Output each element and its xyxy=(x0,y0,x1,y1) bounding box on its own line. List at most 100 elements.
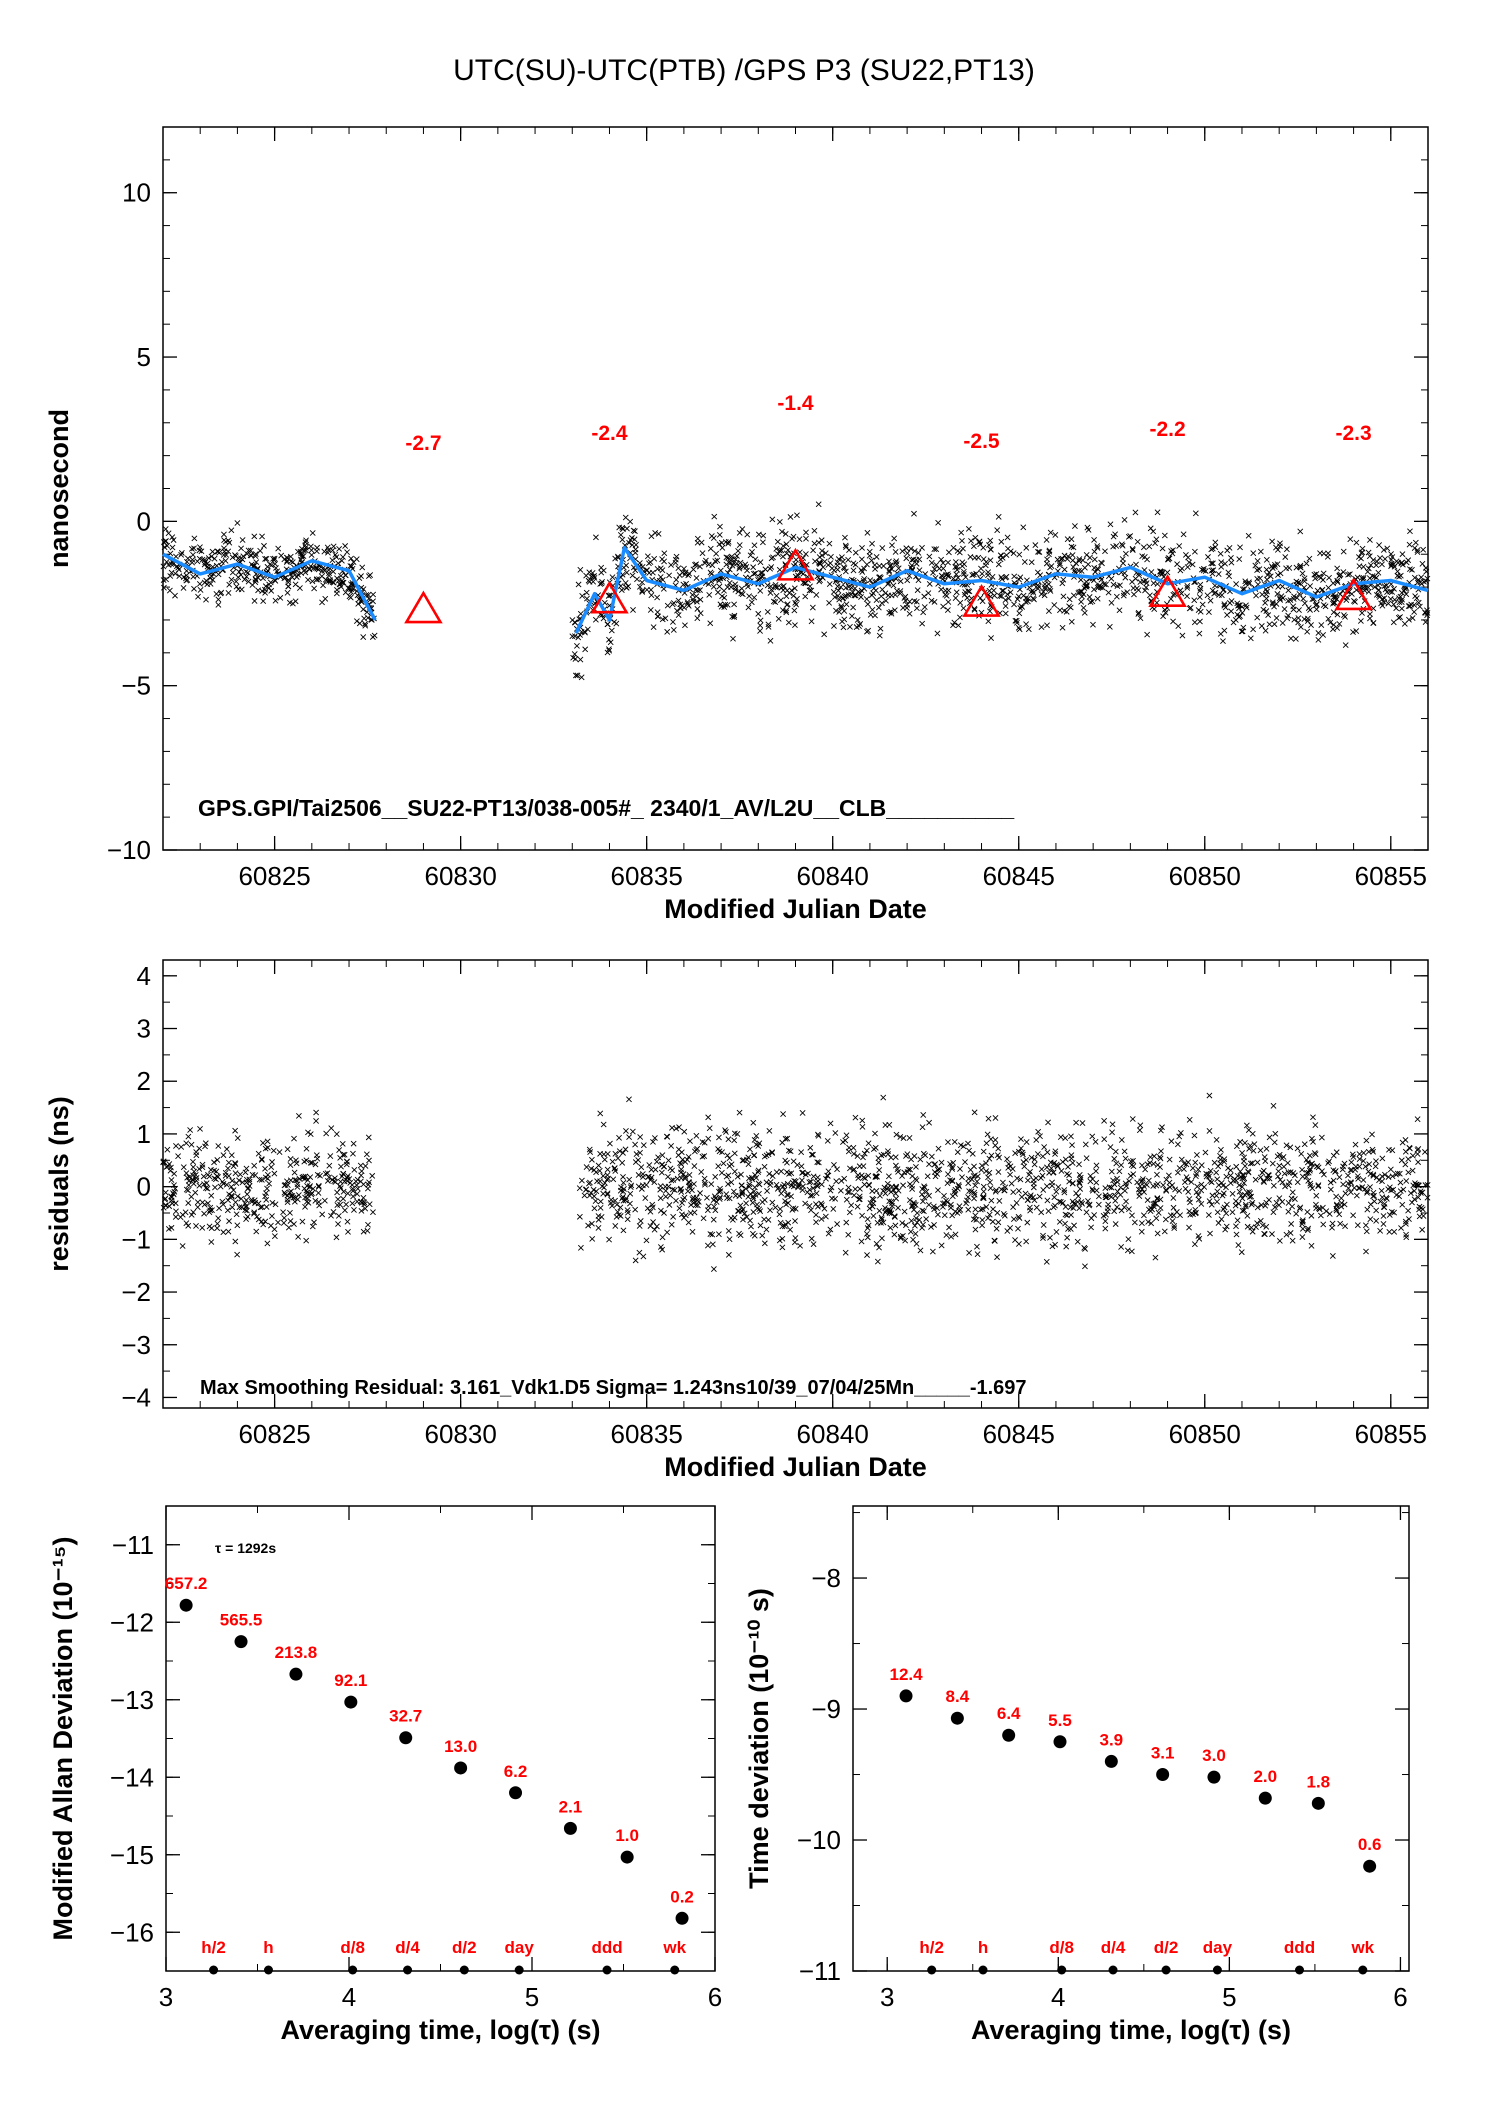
x-tick-label: 60825 xyxy=(238,1419,310,1449)
data-point xyxy=(787,514,794,520)
data-point xyxy=(826,599,833,606)
residual-point xyxy=(751,1188,757,1195)
residual-point xyxy=(193,1149,200,1155)
data-point xyxy=(835,556,842,563)
data-point xyxy=(675,597,682,604)
data-point xyxy=(895,565,902,572)
data-point xyxy=(262,583,269,590)
data-point xyxy=(1239,628,1246,635)
data-point xyxy=(847,623,853,630)
residual-point xyxy=(243,1165,250,1172)
data-point xyxy=(897,588,904,594)
data-point xyxy=(1353,628,1360,634)
residual-point xyxy=(1246,1194,1253,1200)
residual-point xyxy=(1231,1176,1238,1183)
residual-point xyxy=(1013,1200,1020,1206)
data-point xyxy=(1070,544,1077,551)
data-point xyxy=(681,565,687,572)
data-point xyxy=(765,621,772,628)
data-point xyxy=(736,542,743,548)
residual-point xyxy=(1234,1217,1241,1224)
residual-point xyxy=(1148,1220,1155,1227)
residual-point xyxy=(992,1142,999,1149)
data-point xyxy=(980,556,987,562)
residual-point xyxy=(925,1201,932,1208)
deviation-value-label: 8.4 xyxy=(946,1687,970,1706)
residual-point xyxy=(262,1218,269,1225)
data-point xyxy=(1383,582,1390,589)
data-point xyxy=(680,581,687,588)
data-point xyxy=(747,552,754,559)
residual-point xyxy=(214,1225,221,1232)
residual-point xyxy=(773,1169,780,1176)
data-point xyxy=(850,604,857,611)
residual-point xyxy=(589,1235,596,1242)
residual-point xyxy=(228,1183,235,1190)
residual-point xyxy=(912,1230,919,1237)
residual-point xyxy=(785,1147,792,1154)
residual-point xyxy=(1069,1160,1076,1166)
residual-point xyxy=(676,1124,682,1131)
data-point xyxy=(772,599,779,606)
residual-point xyxy=(1181,1166,1187,1173)
residual-point xyxy=(667,1192,674,1199)
residual-point xyxy=(340,1195,347,1202)
residual-point xyxy=(1065,1226,1071,1232)
data-point xyxy=(1279,583,1286,590)
data-point xyxy=(1023,621,1030,628)
tau-marker-label: d/8 xyxy=(340,1938,365,1957)
data-point xyxy=(1389,589,1396,595)
residual-point xyxy=(207,1166,214,1173)
data-point xyxy=(252,551,259,557)
data-point xyxy=(1059,580,1066,587)
residual-point xyxy=(931,1161,938,1168)
data-point xyxy=(1116,607,1123,614)
residual-point xyxy=(161,1159,168,1166)
data-point xyxy=(786,590,793,596)
residual-point xyxy=(712,1207,719,1214)
data-point xyxy=(1022,599,1029,605)
data-point xyxy=(1291,616,1298,623)
residual-point xyxy=(1025,1196,1031,1203)
residual-point xyxy=(291,1169,298,1176)
residual-point xyxy=(1043,1258,1050,1265)
residual-point xyxy=(1087,1172,1094,1179)
data-point xyxy=(574,642,580,649)
residual-point xyxy=(747,1190,754,1197)
data-point xyxy=(218,589,225,596)
residual-point xyxy=(653,1158,660,1165)
residual-point xyxy=(269,1199,276,1206)
residual-point xyxy=(225,1197,231,1204)
residual-point xyxy=(280,1209,287,1216)
data-point xyxy=(622,580,629,586)
data-point xyxy=(1385,600,1392,607)
residual-point xyxy=(1363,1228,1370,1235)
data-point xyxy=(1230,619,1237,626)
residual-point xyxy=(1135,1186,1142,1193)
residual-point xyxy=(1154,1162,1161,1168)
residual-point xyxy=(909,1186,916,1192)
data-point xyxy=(234,520,241,526)
residual-point xyxy=(1129,1212,1135,1219)
residual-point xyxy=(1045,1119,1051,1126)
residual-point xyxy=(199,1164,206,1171)
data-point xyxy=(1121,590,1127,597)
residual-point xyxy=(1213,1136,1220,1143)
data-point xyxy=(718,603,725,610)
triangle-marker xyxy=(590,580,629,614)
residual-point xyxy=(232,1127,239,1134)
residual-point xyxy=(885,1184,892,1191)
residual-point xyxy=(1028,1154,1035,1161)
residual-point xyxy=(242,1169,249,1176)
data-point xyxy=(968,537,974,544)
data-point xyxy=(1297,563,1303,570)
data-point xyxy=(938,556,945,563)
residual-point xyxy=(722,1127,728,1134)
residual-point xyxy=(972,1182,979,1189)
residual-point xyxy=(893,1183,899,1190)
residual-point xyxy=(1419,1189,1426,1196)
residual-point xyxy=(798,1149,805,1156)
data-point xyxy=(911,510,917,517)
residual-point xyxy=(1066,1172,1072,1179)
residual-point xyxy=(1289,1203,1296,1210)
